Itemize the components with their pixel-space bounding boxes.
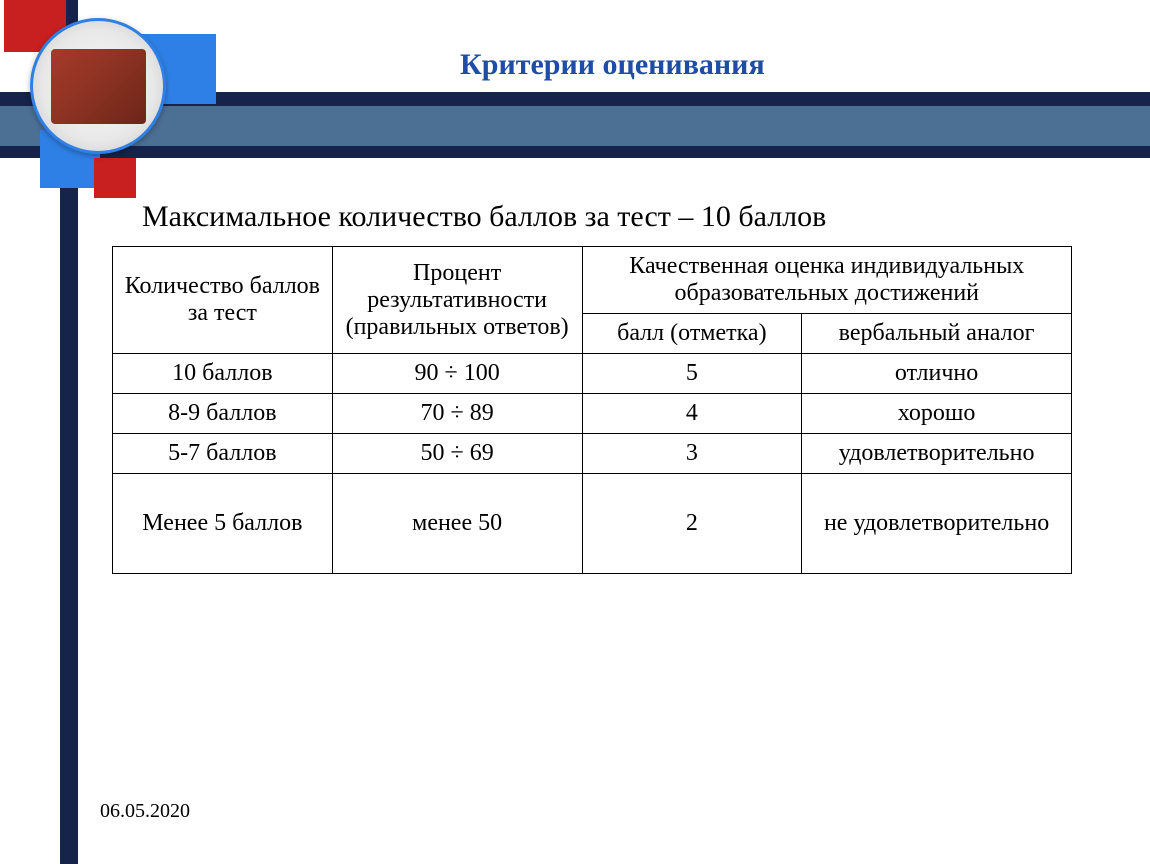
table-row: Менее 5 балловменее 502не удовлетворител…	[113, 474, 1072, 574]
cell-points: 5-7 баллов	[113, 434, 333, 474]
cell-points: Менее 5 баллов	[113, 474, 333, 574]
grading-criteria-table: Количество баллов за тест Процент резуль…	[112, 246, 1072, 574]
cell-verbal: не удовлетворительно	[802, 474, 1072, 574]
header-bar-bot	[0, 146, 1150, 158]
logo-building-icon	[51, 49, 146, 124]
table-row: 8-9 баллов70 ÷ 894хорошо	[113, 394, 1072, 434]
cell-percent: менее 50	[332, 474, 582, 574]
cell-percent: 50 ÷ 69	[332, 434, 582, 474]
footer-date: 06.05.2020	[100, 800, 190, 823]
table-row: 10 баллов90 ÷ 1005отлично	[113, 354, 1072, 394]
cell-verbal: отлично	[802, 354, 1072, 394]
cell-mark: 5	[582, 354, 802, 394]
deco-square-red-mid	[94, 158, 136, 198]
cell-percent: 90 ÷ 100	[332, 354, 582, 394]
cell-verbal: удовлетворительно	[802, 434, 1072, 474]
header-bar-mid	[0, 106, 1150, 146]
th-verbal: вербальный аналог	[802, 314, 1072, 354]
th-mark: балл (отметка)	[582, 314, 802, 354]
cell-mark: 3	[582, 434, 802, 474]
th-points: Количество баллов за тест	[113, 247, 333, 354]
cell-percent: 70 ÷ 89	[332, 394, 582, 434]
slide-title: Критерии оценивания	[460, 48, 765, 82]
cell-points: 10 баллов	[113, 354, 333, 394]
cell-mark: 4	[582, 394, 802, 434]
table-row: 5-7 баллов50 ÷ 693удовлетворительно	[113, 434, 1072, 474]
slide-subtitle: Максимальное количество баллов за тест –…	[142, 200, 826, 234]
institution-logo	[30, 18, 166, 154]
th-percent: Процент результативности (правильных отв…	[332, 247, 582, 354]
cell-mark: 2	[582, 474, 802, 574]
cell-points: 8-9 баллов	[113, 394, 333, 434]
cell-verbal: хорошо	[802, 394, 1072, 434]
th-quality-group: Качественная оценка индивидуальных образ…	[582, 247, 1071, 314]
